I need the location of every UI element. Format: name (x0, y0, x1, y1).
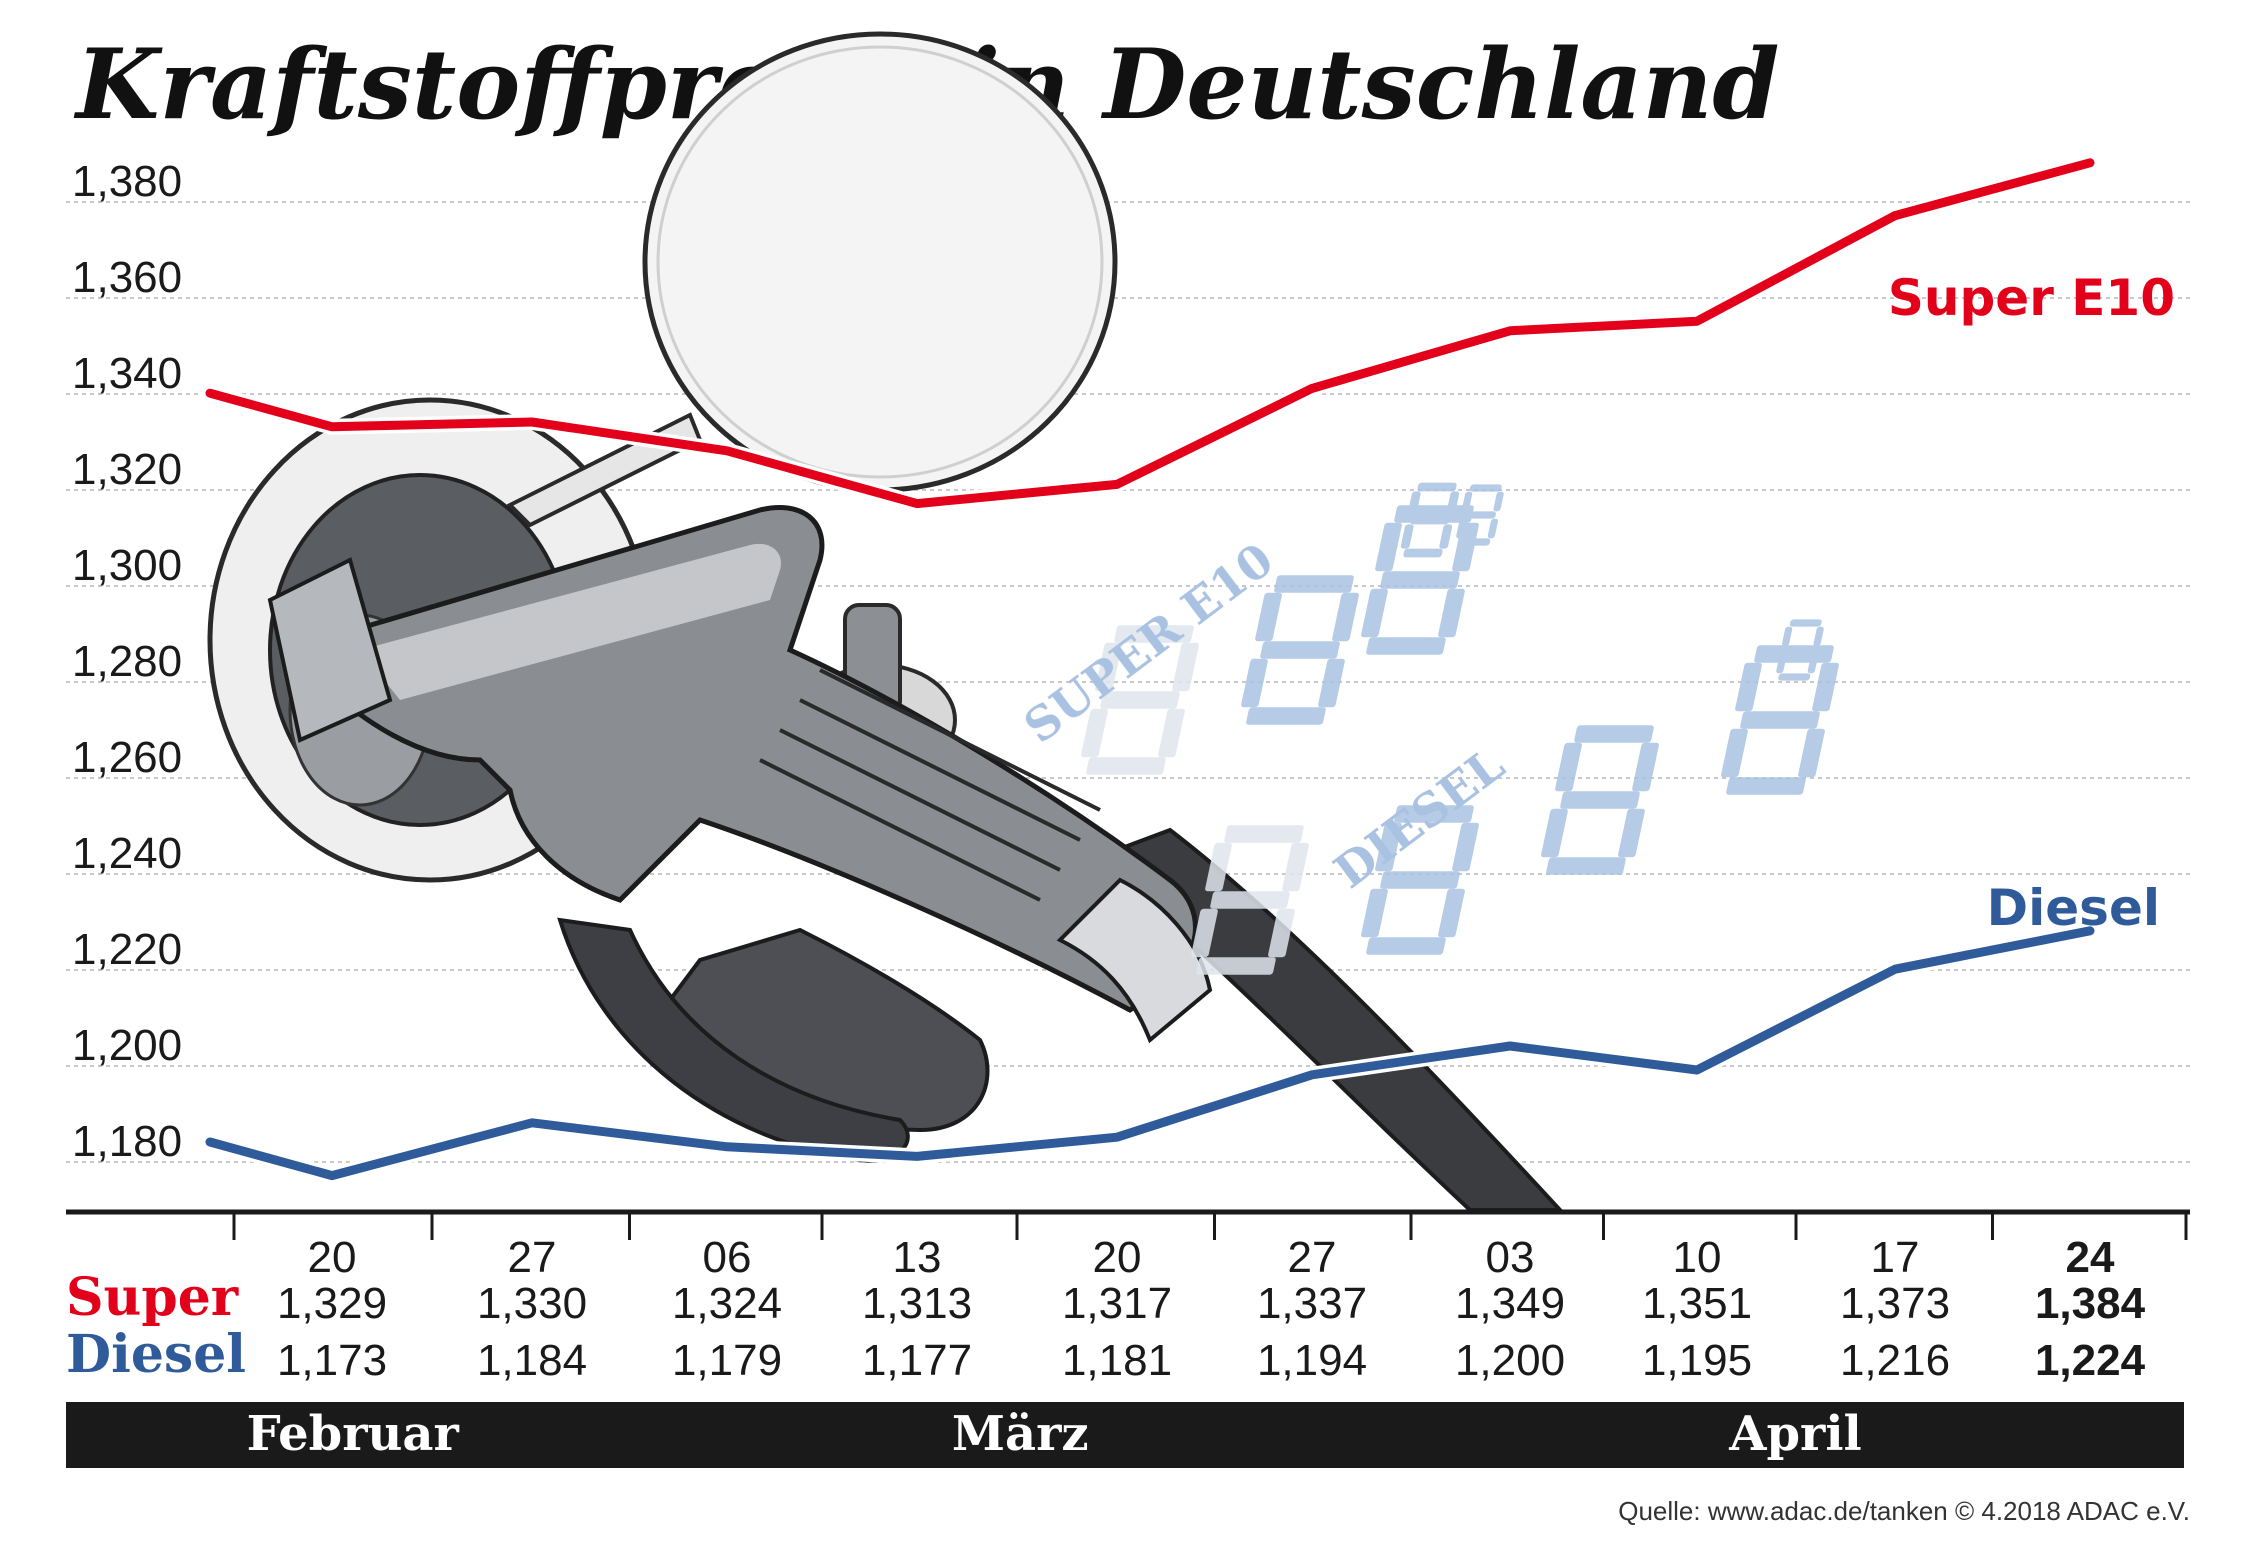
y-tick-label: 1,320 (72, 445, 182, 494)
fuel-nozzle-illustration: SUPER E10 DIESEL (207, 31, 1839, 1212)
series-label-super-e10: Super E10 (1888, 269, 2175, 327)
month-label: April (1728, 1406, 1862, 1462)
source-note: Quelle: www.adac.de/tanken © 4.2018 ADAC… (1618, 1496, 2190, 1526)
table-cell: 1,184 (477, 1336, 587, 1385)
month-bar (66, 1402, 634, 1468)
deco-digit-icon (1541, 725, 1659, 875)
table-cell: 1,177 (862, 1336, 972, 1385)
y-tick-label: 1,380 (72, 157, 182, 206)
table-cell: 1,384 (2035, 1279, 2146, 1328)
y-tick-label: 1,300 (72, 541, 182, 590)
month-bars: Februar März April (66, 1402, 2184, 1468)
deco-digit-icon (1241, 575, 1359, 725)
table-cell: 1,337 (1257, 1279, 1367, 1328)
table-cell: 1,200 (1455, 1336, 1565, 1385)
x-tick-label: 17 (1871, 1233, 1920, 1282)
deco-digit-icon (1456, 484, 1504, 546)
x-tick-label: 06 (703, 1233, 752, 1282)
x-tick-label: 20 (1093, 1233, 1142, 1282)
y-tick-label: 1,200 (72, 1021, 182, 1070)
month-bar (1401, 1402, 2184, 1468)
nozzle-spout-icon (267, 557, 393, 743)
x-tick-label: 03 (1486, 1233, 1535, 1282)
month-label: März (952, 1406, 1089, 1462)
row-label-diesel: Diesel (66, 1324, 246, 1385)
table-cell: 1,179 (672, 1336, 782, 1385)
nozzle-collar-icon (1056, 877, 1213, 1044)
table-cell: 1,329 (277, 1279, 387, 1328)
y-tick-label: 1,180 (72, 1117, 182, 1166)
series-line-super-e10 (205, 158, 2095, 509)
table-cell: 1,313 (862, 1279, 972, 1328)
series-label-diesel: Diesel (1987, 879, 2160, 937)
table-cell: 1,173 (277, 1336, 387, 1385)
month-label: Februar (247, 1406, 460, 1462)
y-tick-label: 1,280 (72, 637, 182, 686)
nozzle-highlight-icon (360, 543, 781, 700)
x-tick-label: 27 (1288, 1233, 1337, 1282)
y-tick-label: 1,260 (72, 733, 182, 782)
table-cell: 1,349 (1455, 1279, 1565, 1328)
fuel-door-lid-icon (642, 31, 1118, 493)
x-tick-label: 24 (2066, 1233, 2115, 1282)
nozzle-grip-ridges-icon (759, 668, 1101, 902)
y-tick-label: 1,240 (72, 829, 182, 878)
series-line-diesel (205, 926, 2095, 1181)
table-cell: 1,195 (1642, 1336, 1752, 1385)
deco-digit-icon (1191, 825, 1309, 975)
value-table: 1,329 1,330 1,324 1,313 1,317 1,337 1,349 1,351… (277, 1279, 2146, 1385)
x-tick-label: 13 (893, 1233, 942, 1282)
table-cell: 1,194 (1257, 1336, 1367, 1385)
deco-digit-icon (1400, 482, 1460, 558)
fuel-door-lid-inner-icon (656, 45, 1104, 479)
x-axis: 20 27 06 13 20 27 03 10 17 24 (66, 1209, 2190, 1282)
month-bar (619, 1402, 1415, 1468)
table-cell: 1,224 (2035, 1336, 2146, 1385)
table-cell: 1,351 (1642, 1279, 1752, 1328)
y-tick-label: 1,360 (72, 253, 182, 302)
table-cell: 1,317 (1062, 1279, 1172, 1328)
x-tick-label: 20 (308, 1233, 357, 1282)
y-tick-label: 1,340 (72, 349, 182, 398)
table-cell: 1,324 (672, 1279, 782, 1328)
x-tick-label: 10 (1673, 1233, 1722, 1282)
deco-digit-icon (1081, 625, 1199, 775)
table-cell: 1,216 (1840, 1336, 1950, 1385)
decorative-price-display (1081, 482, 1839, 975)
deco-digit-icon (1361, 805, 1479, 955)
y-tick-label: 1,220 (72, 925, 182, 974)
deco-label-super: SUPER E10 (1014, 532, 1283, 753)
table-cell: 1,373 (1840, 1279, 1950, 1328)
deco-digit-icon (1776, 619, 1824, 681)
table-cell: 1,181 (1062, 1336, 1172, 1385)
row-label-super: Super (66, 1267, 239, 1328)
table-cell: 1,330 (477, 1279, 587, 1328)
series-layer (202, 154, 2098, 1184)
x-tick-label: 27 (508, 1233, 557, 1282)
